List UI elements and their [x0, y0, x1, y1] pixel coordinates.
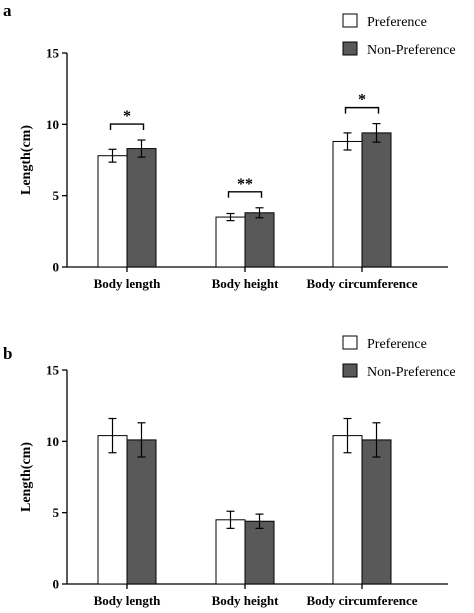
category-label: Body circumference [306, 593, 417, 608]
legend-label: Non-Preference [367, 43, 456, 58]
y-axis-label: Length(cm) [19, 125, 34, 195]
bar [215, 216, 246, 268]
y-axis-label: Length(cm) [19, 442, 34, 512]
bar [332, 140, 363, 268]
category-label: Body length [94, 593, 162, 608]
panel-letter: b [3, 344, 12, 363]
y-tick-label: 15 [46, 46, 60, 61]
significance-bracket [109, 123, 145, 131]
bar [126, 148, 157, 268]
category-label: Body circumference [306, 276, 417, 291]
bar [332, 435, 363, 585]
legend-label: Preference [367, 15, 427, 30]
y-tick-label: 10 [46, 117, 59, 132]
bar [361, 439, 392, 585]
legend-label: Non-Preference [367, 365, 456, 380]
y-tick-label: 5 [53, 188, 60, 203]
category-label: Body length [94, 276, 162, 291]
bar [215, 519, 246, 585]
bar [244, 212, 275, 268]
significance-bracket [344, 106, 380, 114]
significance-marker: ** [237, 176, 253, 193]
y-tick-label: 0 [53, 260, 60, 275]
panel-letter: a [3, 1, 12, 20]
legend-swatch [342, 41, 358, 56]
bar [97, 155, 128, 268]
y-tick-label: 15 [46, 363, 60, 378]
bar [244, 520, 275, 585]
significance-bracket [227, 191, 263, 198]
y-tick-label: 5 [53, 505, 60, 520]
bar [361, 132, 392, 268]
legend-swatch [342, 363, 358, 378]
legend-label: Preference [367, 337, 427, 352]
bar [126, 439, 157, 585]
y-tick-label: 0 [53, 577, 60, 592]
legend-swatch [342, 13, 358, 28]
significance-marker: * [123, 108, 131, 125]
category-label: Body height [212, 276, 279, 291]
significance-marker: * [358, 92, 366, 109]
bar [97, 435, 128, 585]
legend-swatch [342, 335, 358, 350]
category-label: Body height [212, 593, 279, 608]
y-tick-label: 10 [46, 434, 59, 449]
